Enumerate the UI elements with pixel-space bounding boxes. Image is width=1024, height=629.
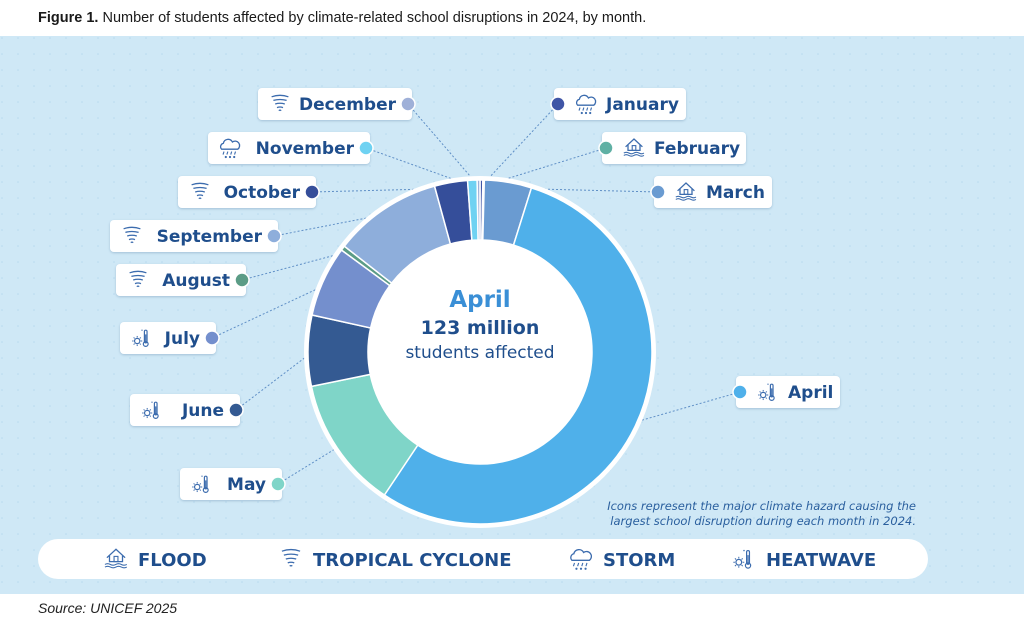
chip-label-july: July xyxy=(164,329,200,349)
chip-label-december: December xyxy=(299,95,397,115)
label-chip-september: September xyxy=(110,220,282,252)
label-chip-june: June xyxy=(130,394,244,426)
label-chip-march: March xyxy=(650,176,772,208)
chip-dot-december xyxy=(400,96,416,112)
chip-label-april: April xyxy=(788,383,833,403)
tropical-cyclone-icon xyxy=(129,270,147,288)
chip-dot-october xyxy=(304,184,320,200)
flood-icon xyxy=(104,548,128,569)
legend-label-2: STORM xyxy=(603,550,675,571)
chip-label-may: May xyxy=(227,475,266,495)
label-chip-april: April xyxy=(732,376,840,408)
chip-label-august: August xyxy=(162,271,230,291)
chip-dot-february xyxy=(598,140,614,156)
figure-title: Figure 1. Number of students affected by… xyxy=(38,10,646,26)
label-chip-july: July xyxy=(120,322,220,354)
chip-label-october: October xyxy=(224,183,301,203)
cyclone-icon xyxy=(281,548,301,567)
center-month: April xyxy=(449,287,510,313)
label-chip-december: December xyxy=(258,88,416,120)
chip-dot-march xyxy=(650,184,666,200)
legend-label-3: HEATWAVE xyxy=(766,550,876,571)
leader-line-april xyxy=(629,391,741,425)
legend-item-heatwave: HEATWAVE xyxy=(733,549,876,571)
leader-line-january xyxy=(481,103,559,187)
heatwave-icon xyxy=(733,549,752,569)
chip-dot-july xyxy=(204,330,220,346)
label-chip-october: October xyxy=(178,176,320,208)
chip-label-february: February xyxy=(654,139,740,159)
label-chip-february: February xyxy=(598,132,746,164)
leader-line-february xyxy=(483,147,607,187)
flood-icon xyxy=(675,182,697,201)
chip-dot-may xyxy=(270,476,286,492)
leader-line-november xyxy=(365,147,473,187)
leader-line-july xyxy=(211,283,330,339)
chip-dot-september xyxy=(266,228,282,244)
slice-december xyxy=(476,179,481,241)
label-chip-may: May xyxy=(180,468,286,500)
note-line-1: Icons represent the major climate hazard… xyxy=(607,499,916,513)
chip-dot-april xyxy=(732,384,748,400)
chip-dot-january xyxy=(550,96,566,112)
center-value: 123 million xyxy=(421,317,540,339)
legend-label-1: TROPICAL CYCLONE xyxy=(313,550,512,571)
legend-bar xyxy=(38,539,928,579)
flood-icon xyxy=(623,138,645,157)
chip-label-march: March xyxy=(706,183,765,203)
legend-item-storm: STORM xyxy=(570,548,675,571)
legend-item-flood: FLOOD xyxy=(104,548,207,571)
chip-label-june: June xyxy=(181,401,224,421)
chip-dot-august xyxy=(234,272,250,288)
legend-label-0: FLOOD xyxy=(138,550,207,571)
heatwave-icon xyxy=(758,383,775,402)
label-chip-november: November xyxy=(208,132,374,164)
tropical-cyclone-icon xyxy=(191,182,209,200)
label-chip-january: January xyxy=(550,88,686,120)
heatwave-icon xyxy=(192,475,209,494)
heatwave-icon xyxy=(142,401,159,420)
leader-line-june xyxy=(235,350,315,411)
heatwave-icon xyxy=(132,329,149,348)
tropical-cyclone-icon xyxy=(123,226,141,244)
figure-title-text: Number of students affected by climate-r… xyxy=(102,10,647,26)
chip-label-september: September xyxy=(157,227,263,247)
chip-label-november: November xyxy=(256,139,355,159)
storm-icon xyxy=(219,138,241,159)
chip-dot-june xyxy=(228,402,244,418)
chart-panel: April 123 million students affected Janu… xyxy=(0,36,1024,594)
storm-icon xyxy=(575,94,597,115)
figure-label: Figure 1. xyxy=(38,10,99,26)
tropical-cyclone-icon xyxy=(271,94,289,112)
chip-label-january: January xyxy=(605,95,679,115)
legend-item-tropical-cyclone: TROPICAL CYCLONE xyxy=(281,548,512,571)
label-chip-august: August xyxy=(116,264,250,296)
center-caption: students affected xyxy=(405,343,554,363)
leader-line-may xyxy=(277,444,343,485)
storm-icon xyxy=(570,548,593,570)
source-note: Source: UNICEF 2025 xyxy=(38,600,178,616)
donut-chart: April 123 million students affected Janu… xyxy=(0,36,1024,594)
chip-dot-november xyxy=(358,140,374,156)
note-line-2: largest school disruption during each mo… xyxy=(610,514,916,528)
